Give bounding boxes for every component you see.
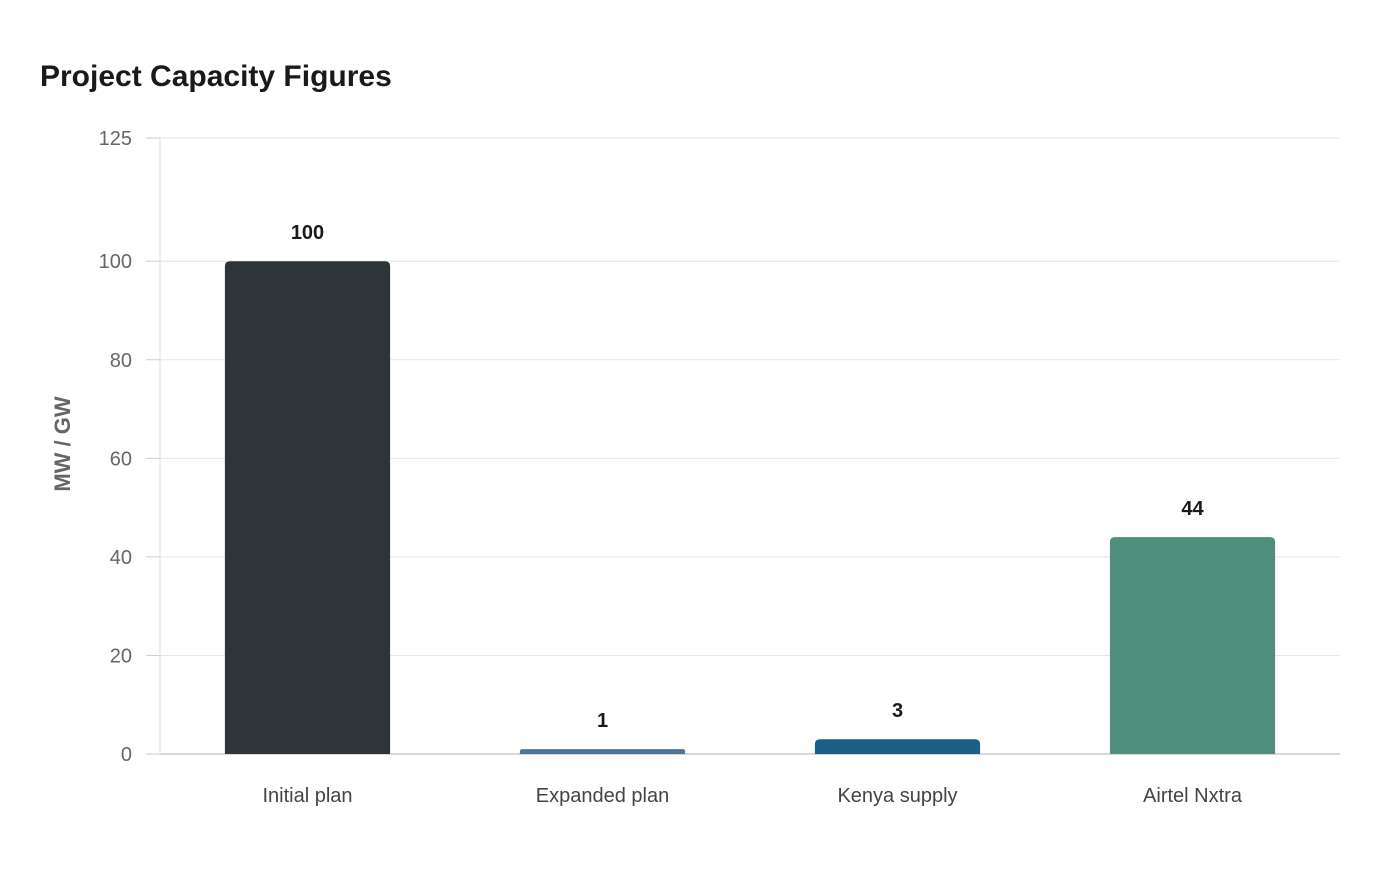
category-label: Airtel Nxtra [1143,785,1243,807]
value-label: 100 [291,222,324,244]
category-label: Expanded plan [536,785,669,807]
bar-kenya-supply [814,739,981,754]
value-label: 44 [1181,498,1204,520]
value-labels: 100 1 3 44 [291,222,1205,732]
value-label: 3 [892,700,903,722]
category-labels: Initial plan Expanded plan Kenya supply Air… [262,785,1242,807]
bars [224,261,1276,754]
bar-expanded-plan [519,749,686,754]
y-tick-label: 125 [99,128,132,150]
y-tick-label: 40 [110,547,132,569]
y-tick-labels: 0 20 40 60 80 100 125 [99,128,132,766]
y-tick-label: 80 [110,350,132,372]
y-tick-label: 100 [99,251,132,273]
y-tick-label: 20 [110,645,132,667]
category-label: Initial plan [262,785,352,807]
y-tick-label: 60 [110,448,132,470]
bar-airtel-nxtra [1109,537,1276,754]
y-tick-label: 0 [121,744,132,766]
chart-title: Project Capacity Figures [40,60,392,93]
y-axis-title: MW / GW [50,396,75,492]
bar-initial-plan [224,261,391,754]
category-label: Kenya supply [837,785,957,807]
value-label: 1 [597,710,608,732]
